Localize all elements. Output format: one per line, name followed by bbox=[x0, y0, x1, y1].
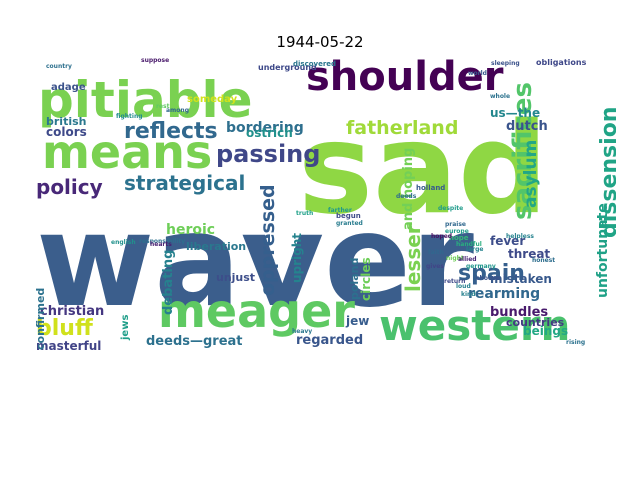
cloud-word: granted bbox=[336, 220, 363, 227]
cloud-word: allied bbox=[458, 256, 477, 263]
cloud-word: adage bbox=[51, 82, 86, 93]
cloud-word: jews bbox=[120, 315, 131, 341]
cloud-word: sacrifices bbox=[508, 82, 538, 220]
cloud-word: bluff bbox=[36, 316, 94, 341]
cloud-word: among bbox=[166, 107, 189, 114]
cloud-word: suppose bbox=[141, 57, 169, 64]
cloud-word: night bbox=[446, 255, 464, 262]
cloud-word: shoulder bbox=[306, 54, 504, 100]
cloud-word: farther bbox=[328, 207, 352, 214]
cloud-word: mistaken bbox=[490, 272, 552, 286]
cloud-word: underground bbox=[258, 63, 317, 72]
cloud-word: responsibility bbox=[139, 238, 185, 245]
cloud-word: ostrich bbox=[246, 126, 293, 140]
cloud-word: heavy bbox=[292, 328, 312, 335]
cloud-word: hope bbox=[449, 234, 469, 242]
cloud-word: threat bbox=[508, 247, 550, 261]
cloud-word: lesser bbox=[401, 224, 425, 292]
cloud-word: praise bbox=[445, 221, 466, 228]
cloud-word: handful bbox=[456, 241, 482, 248]
cloud-word: circles bbox=[359, 257, 373, 301]
cloud-word: bordering bbox=[226, 120, 304, 136]
cloud-word: means bbox=[42, 125, 212, 179]
cloud-word: fighting bbox=[116, 113, 143, 120]
cloud-word: confirmed bbox=[36, 288, 47, 350]
cloud-word: deeds—great bbox=[146, 334, 243, 349]
cloud-word: waver bbox=[36, 187, 474, 336]
cloud-word: debating bbox=[161, 250, 176, 315]
cloud-word: unjust bbox=[216, 271, 255, 284]
cloud-word: rising bbox=[566, 339, 585, 346]
cloud-word: gives bbox=[426, 263, 444, 270]
cloud-word: reflects bbox=[124, 119, 218, 144]
cloud-word: strategical bbox=[124, 171, 245, 195]
cloud-word: europe bbox=[445, 228, 469, 235]
cloud-word: faith bbox=[428, 249, 444, 256]
cloud-word: and hoping bbox=[401, 148, 416, 230]
cloud-word: fatherland bbox=[346, 117, 458, 139]
cloud-word: sad bbox=[298, 95, 548, 242]
cloud-word: holland bbox=[416, 184, 445, 192]
cloud-word: policy bbox=[36, 175, 103, 199]
cloud-word: heroic bbox=[166, 222, 215, 238]
cloud-word: kind bbox=[461, 291, 476, 298]
cloud-word: begun bbox=[336, 212, 361, 220]
cloud-word: regarded bbox=[296, 333, 363, 348]
cloud-word: pitiable bbox=[38, 71, 253, 129]
chart-title: 1944-05-22 bbox=[276, 33, 364, 51]
cloud-word: deeds bbox=[396, 193, 417, 200]
word-cloud: waver sad pitiable shoulder means meager weste… bbox=[36, 50, 616, 360]
cloud-word: sleeping bbox=[491, 60, 520, 67]
cloud-word: dutch bbox=[506, 119, 548, 134]
cloud-word: hearts bbox=[150, 241, 172, 248]
cloud-word: fever bbox=[490, 234, 525, 248]
cloud-word: countries bbox=[506, 316, 565, 329]
cloud-word: world bbox=[468, 70, 487, 77]
cloud-word: bundles bbox=[490, 305, 548, 320]
cloud-word: rest bbox=[156, 103, 170, 110]
cloud-word: poland bbox=[348, 258, 361, 300]
cloud-word: oppressed bbox=[257, 184, 279, 296]
cloud-word: western bbox=[379, 301, 570, 350]
cloud-word: unfortunate bbox=[595, 203, 611, 298]
cloud-word: honest bbox=[532, 257, 555, 264]
cloud-word: meager bbox=[158, 284, 355, 338]
cloud-word: discovered bbox=[293, 60, 336, 68]
cloud-word: despite bbox=[438, 205, 463, 212]
cloud-word: asylum bbox=[521, 140, 541, 208]
cloud-word: someday bbox=[187, 94, 238, 105]
cloud-word: spain bbox=[458, 261, 525, 286]
cloud-word: jew bbox=[345, 314, 369, 328]
cloud-word: upright bbox=[290, 233, 304, 283]
cloud-word: us—the bbox=[490, 106, 540, 120]
cloud-word: truth bbox=[296, 210, 313, 217]
cloud-word: return bbox=[444, 278, 465, 285]
cloud-word: obligations bbox=[536, 58, 587, 67]
cloud-word: choose bbox=[476, 275, 500, 282]
cloud-word: helpless bbox=[506, 233, 534, 240]
cloud-word: liberation bbox=[186, 240, 246, 253]
cloud-word: germany bbox=[466, 263, 496, 270]
cloud-word: whole bbox=[490, 93, 510, 100]
cloud-word: country bbox=[46, 63, 72, 70]
cloud-word: english bbox=[111, 239, 136, 246]
cloud-word: rearming bbox=[468, 286, 540, 302]
cloud-word: loud bbox=[456, 283, 471, 290]
cloud-word: large bbox=[466, 246, 483, 253]
cloud-word: passing bbox=[216, 140, 320, 168]
cloud-word: british bbox=[46, 115, 86, 128]
cloud-word: masterful bbox=[36, 339, 101, 353]
cloud-word: hoped bbox=[431, 233, 452, 240]
cloud-word: beings bbox=[523, 324, 568, 338]
cloud-word: christian bbox=[40, 304, 104, 319]
cloud-word: colors bbox=[46, 125, 87, 139]
cloud-word: dissension bbox=[597, 107, 616, 238]
